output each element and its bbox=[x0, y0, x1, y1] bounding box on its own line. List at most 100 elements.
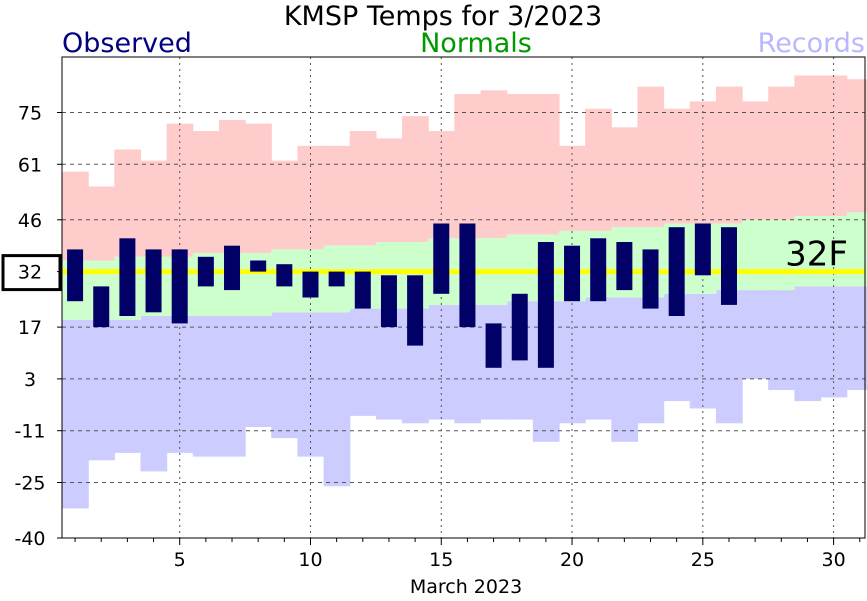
x-tick-label: 30 bbox=[822, 549, 846, 571]
record-low-band bbox=[192, 316, 220, 457]
record-high-band bbox=[820, 75, 848, 217]
axes-layer: 5 10 15 20 25 30 -40 -25 -11 3 17 32 46 61 75 bbox=[1, 56, 866, 571]
record-high-band bbox=[637, 86, 665, 228]
x-tick-label: 20 bbox=[560, 549, 584, 571]
observed-bar bbox=[616, 242, 633, 291]
normal-band bbox=[846, 212, 867, 287]
record-low-band bbox=[611, 297, 639, 442]
y-tick-label: 46 bbox=[18, 210, 42, 232]
observed-bar bbox=[537, 242, 554, 368]
record-low-band bbox=[349, 308, 377, 416]
record-high-band bbox=[218, 119, 246, 254]
record-low-band bbox=[742, 290, 769, 379]
record-high-band bbox=[375, 138, 403, 242]
observed-bar bbox=[67, 249, 84, 302]
record-low-band bbox=[768, 290, 795, 390]
observed-bar bbox=[590, 238, 607, 302]
observed-bar bbox=[354, 271, 371, 309]
x-axis-label: March 2023 bbox=[410, 576, 522, 598]
record-low-band bbox=[271, 312, 299, 439]
record-low-band bbox=[140, 316, 168, 472]
observed-bar bbox=[224, 245, 241, 291]
observed-bar bbox=[720, 227, 737, 305]
observed-bar bbox=[93, 286, 110, 328]
y-tick-label: 75 bbox=[18, 103, 42, 125]
observed-bar bbox=[511, 293, 528, 361]
x-tick-label: 10 bbox=[298, 549, 322, 571]
y-tick-label: -40 bbox=[14, 528, 45, 550]
normal-band bbox=[506, 234, 534, 302]
highlighted-tick-box bbox=[1, 254, 62, 292]
record-low-band bbox=[715, 290, 743, 424]
observed-bar bbox=[694, 223, 711, 276]
record-high-band bbox=[558, 145, 586, 231]
record-high-band bbox=[689, 101, 717, 224]
record-high-band bbox=[88, 186, 115, 261]
record-low-band bbox=[218, 316, 246, 457]
record-low-band bbox=[114, 319, 142, 453]
x-tick-label: 5 bbox=[174, 549, 186, 571]
freeze-line-label: 32F bbox=[785, 235, 848, 275]
record-high-band bbox=[245, 123, 272, 254]
record-low-band bbox=[323, 312, 351, 487]
observed-bar bbox=[380, 275, 397, 328]
record-high-band bbox=[192, 131, 220, 254]
observed-bar bbox=[145, 249, 162, 313]
record-low-band bbox=[558, 301, 586, 424]
observed-bar bbox=[459, 223, 476, 328]
record-low-band bbox=[88, 319, 115, 461]
record-low-band bbox=[245, 316, 272, 427]
observed-bar bbox=[276, 264, 293, 287]
record-low-band bbox=[585, 297, 612, 420]
observed-bar bbox=[407, 275, 424, 346]
chart-title: KMSP Temps for 3/2023 bbox=[284, 1, 602, 32]
record-low-band bbox=[297, 312, 325, 457]
observed-bar bbox=[485, 323, 502, 368]
observed-bar bbox=[171, 249, 188, 324]
record-high-band bbox=[794, 75, 822, 217]
y-tick-label: 61 bbox=[18, 154, 42, 176]
y-tick-label: -25 bbox=[14, 473, 45, 495]
y-tick-label: 32 bbox=[18, 262, 42, 284]
record-high-band bbox=[349, 131, 377, 246]
legend-observed: Observed bbox=[62, 28, 192, 59]
record-high-band bbox=[323, 145, 351, 246]
x-tick-label: 25 bbox=[691, 549, 715, 571]
record-high-band bbox=[742, 101, 769, 220]
record-high-band bbox=[402, 116, 429, 242]
legend-records: Records bbox=[758, 28, 865, 59]
observed-bar bbox=[119, 238, 136, 316]
observed-bar bbox=[302, 271, 319, 298]
observed-bar bbox=[668, 227, 685, 316]
x-tick-label: 15 bbox=[429, 549, 453, 571]
record-low-band bbox=[62, 319, 89, 509]
observed-bar bbox=[642, 249, 659, 309]
y-tick-label: 17 bbox=[18, 317, 42, 339]
record-low-band bbox=[846, 286, 867, 390]
record-low-band bbox=[637, 297, 665, 424]
y-tick-label: -11 bbox=[14, 421, 45, 443]
record-high-band bbox=[715, 86, 743, 224]
record-high-band bbox=[585, 108, 612, 231]
observed-bars-layer bbox=[67, 223, 737, 368]
legend-normals: Normals bbox=[420, 28, 532, 59]
normal-band bbox=[794, 216, 822, 287]
observed-bar bbox=[250, 260, 267, 272]
observed-bar bbox=[564, 245, 581, 302]
y-tick-label: 3 bbox=[24, 369, 36, 391]
record-high-band bbox=[768, 86, 795, 220]
record-high-band bbox=[297, 145, 325, 250]
records-band-layer bbox=[62, 75, 867, 509]
record-high-band bbox=[846, 79, 867, 213]
record-high-band bbox=[140, 160, 168, 257]
record-high-band bbox=[271, 160, 299, 250]
observed-bar bbox=[433, 223, 450, 294]
normal-band bbox=[742, 219, 769, 291]
record-high-band bbox=[454, 94, 482, 239]
record-low-band bbox=[166, 316, 194, 453]
plot-frame bbox=[61, 56, 866, 539]
record-high-band bbox=[611, 127, 639, 228]
normal-band bbox=[768, 219, 795, 291]
observed-bar bbox=[197, 256, 214, 287]
